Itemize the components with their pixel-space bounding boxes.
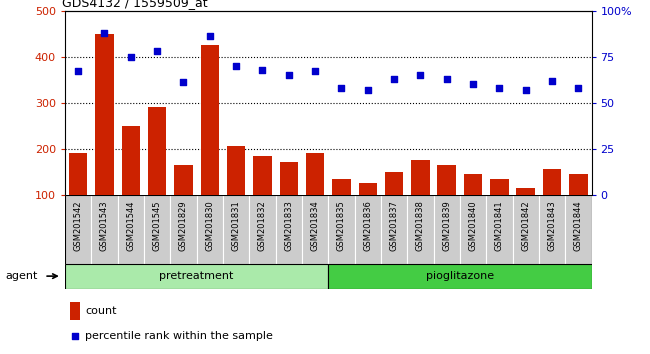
Bar — [148, 107, 166, 241]
Point — [521, 87, 531, 93]
Text: GSM201843: GSM201843 — [547, 200, 556, 251]
Point — [468, 81, 478, 87]
Bar — [460, 195, 486, 264]
Bar — [513, 195, 539, 264]
Text: GSM201841: GSM201841 — [495, 200, 504, 251]
Text: GSM201840: GSM201840 — [469, 200, 478, 251]
Point — [178, 80, 188, 85]
Text: pioglitazone: pioglitazone — [426, 271, 494, 281]
Bar — [302, 195, 328, 264]
Bar — [65, 264, 328, 289]
Bar — [201, 45, 219, 241]
Bar — [486, 195, 513, 264]
Point — [547, 78, 557, 84]
Bar — [306, 153, 324, 241]
Text: GSM201844: GSM201844 — [574, 200, 583, 251]
Bar — [276, 195, 302, 264]
Point — [231, 63, 241, 69]
Bar — [490, 178, 508, 241]
Bar — [280, 162, 298, 241]
Bar — [254, 156, 272, 241]
Point — [415, 72, 426, 78]
Text: GSM201542: GSM201542 — [73, 200, 83, 251]
Bar — [122, 126, 140, 241]
Text: GSM201836: GSM201836 — [363, 200, 372, 251]
Point — [205, 34, 215, 39]
Point — [257, 67, 268, 72]
Bar — [359, 183, 377, 241]
Text: GSM201835: GSM201835 — [337, 200, 346, 251]
Bar — [539, 195, 566, 264]
Text: count: count — [85, 306, 116, 316]
Bar — [434, 195, 460, 264]
Bar — [70, 302, 80, 320]
Bar — [437, 165, 456, 241]
Point — [363, 87, 373, 93]
Point — [152, 48, 162, 54]
Bar — [69, 153, 87, 241]
Point — [389, 76, 399, 81]
Bar — [543, 170, 561, 241]
Bar — [328, 264, 592, 289]
Point — [310, 69, 320, 74]
Point — [125, 54, 136, 59]
Point — [73, 69, 83, 74]
Bar — [196, 195, 223, 264]
Point — [573, 85, 584, 91]
Text: GSM201838: GSM201838 — [416, 200, 425, 251]
Point — [494, 85, 504, 91]
Bar — [566, 195, 592, 264]
Text: GSM201544: GSM201544 — [126, 200, 135, 251]
Bar — [118, 195, 144, 264]
Point — [70, 333, 80, 339]
Bar — [569, 174, 588, 241]
Text: GSM201834: GSM201834 — [311, 200, 320, 251]
Bar — [385, 172, 403, 241]
Bar — [65, 195, 91, 264]
Bar — [144, 195, 170, 264]
Text: GSM201837: GSM201837 — [389, 200, 398, 251]
Bar — [517, 188, 535, 241]
Bar — [223, 195, 250, 264]
Bar — [174, 165, 192, 241]
Text: GSM201830: GSM201830 — [205, 200, 214, 251]
Bar — [381, 195, 407, 264]
Text: pretreatment: pretreatment — [159, 271, 234, 281]
Point — [441, 76, 452, 81]
Text: agent: agent — [5, 271, 38, 281]
Text: percentile rank within the sample: percentile rank within the sample — [85, 331, 273, 341]
Text: GSM201832: GSM201832 — [258, 200, 267, 251]
Text: GSM201831: GSM201831 — [231, 200, 240, 251]
Text: GSM201543: GSM201543 — [100, 200, 109, 251]
Bar — [355, 195, 381, 264]
Bar — [96, 34, 114, 241]
Point — [99, 30, 110, 35]
Bar — [411, 160, 430, 241]
Bar — [328, 195, 355, 264]
Bar — [407, 195, 434, 264]
Point — [283, 72, 294, 78]
Text: GSM201833: GSM201833 — [284, 200, 293, 251]
Bar — [250, 195, 276, 264]
Bar — [227, 147, 245, 241]
Text: GDS4132 / 1559509_at: GDS4132 / 1559509_at — [62, 0, 208, 10]
Bar — [170, 195, 196, 264]
Point — [336, 85, 346, 91]
Bar — [91, 195, 118, 264]
Bar — [464, 174, 482, 241]
Text: GSM201839: GSM201839 — [442, 200, 451, 251]
Text: GSM201829: GSM201829 — [179, 200, 188, 251]
Text: GSM201842: GSM201842 — [521, 200, 530, 251]
Bar — [332, 178, 350, 241]
Text: GSM201545: GSM201545 — [153, 200, 162, 251]
